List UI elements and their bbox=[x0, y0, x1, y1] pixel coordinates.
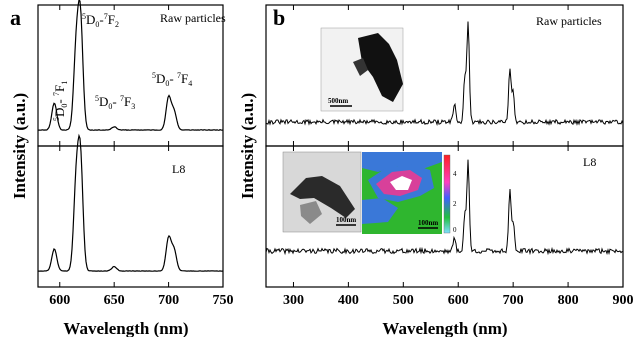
colorbar-tick-label: 0 bbox=[453, 226, 457, 234]
panel-b-y-axis-title: Intensity (a.u.) bbox=[238, 93, 257, 199]
panel-a-letter: a bbox=[10, 5, 21, 30]
panel-b-x-ticks: 300 400 500 600 700 800 900 bbox=[283, 5, 634, 308]
panel-b-l8-label: L8 bbox=[583, 155, 596, 169]
transition-annotation-f2: 5D0-7F2 bbox=[82, 12, 119, 29]
scale-bar-label: 500nm bbox=[328, 97, 348, 105]
transition-annotation-f1: 5D0- 7F1 bbox=[52, 81, 69, 121]
x-tick-label: 750 bbox=[213, 293, 234, 308]
x-tick-label: 600 bbox=[49, 293, 70, 308]
x-tick-label: 650 bbox=[104, 293, 125, 308]
panel-a-raw-label: Raw particles bbox=[160, 11, 226, 25]
panel-a-top-frame bbox=[37, 4, 224, 147]
panel-b-raw-spectrum bbox=[265, 21, 624, 126]
panel-a-bottom-frame bbox=[37, 145, 224, 288]
panel-a-l8-label: L8 bbox=[172, 162, 185, 176]
inset-tem-l8: 100nm bbox=[282, 151, 362, 233]
x-tick-label: 400 bbox=[338, 293, 359, 308]
x-tick-label: 300 bbox=[283, 293, 304, 308]
particle-shape bbox=[358, 33, 403, 102]
particle-shape bbox=[290, 176, 355, 218]
x-tick-label: 800 bbox=[558, 293, 579, 308]
scale-bar-label: 100nm bbox=[418, 219, 438, 227]
transition-annotation-f4: 5D0- 7F4 bbox=[152, 71, 192, 88]
x-tick-label: 500 bbox=[393, 293, 414, 308]
x-tick-label: 700 bbox=[503, 293, 524, 308]
x-tick-label: 900 bbox=[613, 293, 634, 308]
panel-a-x-axis-title: Wavelength (nm) bbox=[63, 319, 188, 337]
panel-b-letter: b bbox=[273, 5, 285, 30]
panel-a-raw-spectrum bbox=[38, 0, 224, 131]
panel-b-l8-spectrum bbox=[265, 159, 624, 256]
colorbar-tick-label: 2 bbox=[453, 200, 457, 208]
x-tick-label: 600 bbox=[448, 293, 469, 308]
colorbar: 4 2 0 bbox=[443, 154, 457, 234]
scale-bar-label: 100nm bbox=[336, 216, 356, 224]
inset-luminescence-map: 100nm bbox=[362, 152, 442, 234]
inset-tem-raw-particles: 500nm bbox=[320, 27, 404, 112]
panel-b-raw-label: Raw particles bbox=[536, 14, 602, 28]
panel-b-bottom-frame bbox=[265, 145, 624, 288]
panel-b-x-axis-title: Wavelength (nm) bbox=[382, 319, 507, 337]
colorbar-tick-label: 4 bbox=[453, 170, 457, 178]
x-tick-label: 700 bbox=[158, 293, 179, 308]
transition-annotation-f3: 5D0- 7F3 bbox=[95, 94, 135, 111]
panel-a-y-axis-title: Intensity (a.u.) bbox=[10, 93, 29, 199]
panel-a-x-ticks: 600 650 700 750 bbox=[49, 5, 234, 308]
panel-a-l8-spectrum bbox=[38, 133, 223, 272]
